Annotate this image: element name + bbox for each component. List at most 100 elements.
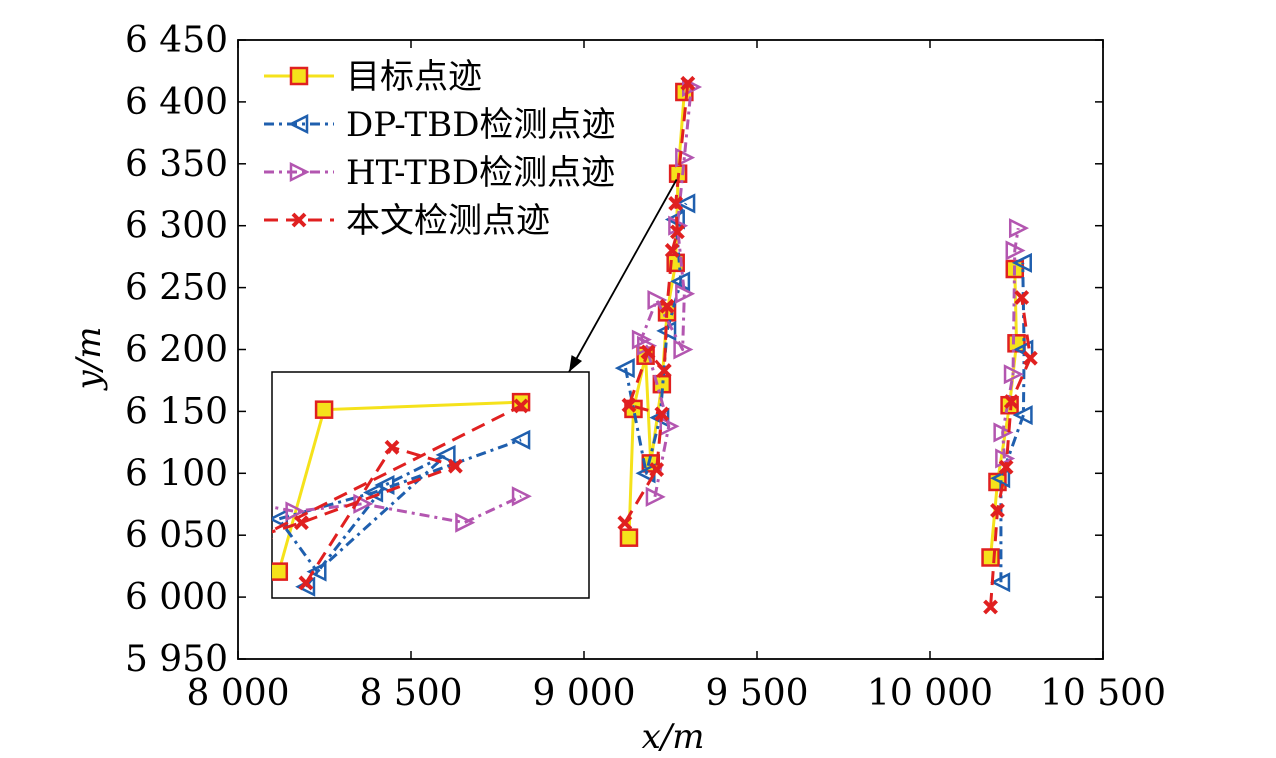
series-2-track-1 xyxy=(624,202,688,475)
data-layer xyxy=(614,75,1038,615)
series-4-point-1-1 xyxy=(617,515,633,531)
inset-series-1-point-3 xyxy=(314,400,334,419)
y-tick-label-1: 5 950 xyxy=(125,639,228,680)
series-3-point-2-2 xyxy=(993,422,1014,443)
y-tick-label-10: 6 400 xyxy=(125,82,228,123)
series-4-point-2-3 xyxy=(998,459,1014,475)
y-tick-label-6: 6 200 xyxy=(125,330,228,371)
series-4-point-1-3 xyxy=(654,406,670,422)
inset-zoom xyxy=(271,179,678,599)
x-tick-label-1: 8 000 xyxy=(186,673,289,714)
series-4-point-1-11 xyxy=(680,75,696,91)
y-tick-label-7: 6 250 xyxy=(125,268,228,309)
series-1-point-2-1 xyxy=(981,548,1000,567)
series-2-point-1-1 xyxy=(614,358,635,379)
zoom-arrow-line xyxy=(568,179,678,373)
series-3-track-1 xyxy=(639,86,693,498)
series-2-track-2 xyxy=(999,262,1026,583)
series-3-point-2-4 xyxy=(1005,240,1026,261)
inset-series-3-point-5 xyxy=(511,486,532,507)
inset-series-4-point-3 xyxy=(447,458,463,474)
y-tick-label-9: 6 350 xyxy=(125,144,228,185)
legend-entry-3: HT-TBD检测点迹 xyxy=(264,153,615,193)
inset-series-3-point-2 xyxy=(285,501,306,522)
x-tick-label-2: 8 500 xyxy=(359,673,462,714)
axes-layer: 8 000 8 500 9 000 9 500 10 000 10 500 5 950 6 0… xyxy=(125,20,1166,714)
series-3-point-2-3 xyxy=(1003,364,1024,385)
legend-label-1: 目标点迹 xyxy=(346,57,482,97)
series-4 xyxy=(617,75,1038,615)
inset-series-2-point-2 xyxy=(374,474,395,496)
series-4-point-1-5 xyxy=(640,344,656,360)
inset-series-4-point-4 xyxy=(294,515,309,531)
inset-series-4-point-6 xyxy=(513,398,529,414)
legend-label-2: DP-TBD检测点迹 xyxy=(346,105,615,145)
series-2-point-1-5 xyxy=(670,271,691,292)
series-4-point-2-6 xyxy=(1014,290,1030,305)
y-tick-label-3: 6 050 xyxy=(125,515,228,556)
inset-series-2-point-3 xyxy=(435,444,456,465)
y-axis-label: y/m xyxy=(69,327,109,392)
y-tick-label-4: 6 100 xyxy=(125,453,228,494)
series-4-point-2-5 xyxy=(1022,350,1038,366)
x-tick-label-5: 10 000 xyxy=(867,673,993,714)
zoom-arrow-head xyxy=(569,355,583,372)
legend-marker-3 xyxy=(289,161,310,183)
legend-entry-4: 本文检测点迹 xyxy=(264,201,550,241)
inset-series-4-point-1 xyxy=(298,575,314,591)
series-3-point-1-1 xyxy=(645,486,666,507)
inset-series-1-line xyxy=(272,400,522,575)
legend-entry-2: DP-TBD检测点迹 xyxy=(264,105,615,145)
y-tick-label-11: 6 450 xyxy=(125,20,228,61)
legend-marker-4 xyxy=(291,212,307,228)
series-4-point-1-9 xyxy=(670,224,685,240)
inset-series-2-point-4 xyxy=(306,561,327,582)
series-3-point-2-5 xyxy=(1008,218,1030,239)
inset-series-4-line xyxy=(272,404,522,584)
series-3-point-1-5 xyxy=(647,289,668,311)
series-4-point-2-2 xyxy=(990,503,1005,518)
inset-series-4-point-2 xyxy=(384,439,400,455)
inset-series-2-line xyxy=(276,438,522,588)
legend-marker-2 xyxy=(288,113,309,135)
series-2-point-2-1 xyxy=(990,572,1011,593)
inset-series-2 xyxy=(272,429,531,597)
inset-series-1-point-4 xyxy=(511,392,531,412)
legend-entry-1: 目标点迹 xyxy=(264,57,482,97)
series-2-point-2-3 xyxy=(1012,405,1033,426)
y-tick-label-8: 6 300 xyxy=(125,206,228,247)
legend-label-4: 本文检测点迹 xyxy=(346,201,550,241)
legend-marker-1 xyxy=(289,66,309,86)
series-1-point-1-1 xyxy=(619,528,639,547)
x-tick-label-4: 9 500 xyxy=(705,673,808,714)
series-4-point-1-6 xyxy=(656,363,672,378)
series-4-track-2 xyxy=(989,297,1032,608)
series-4-point-1-4 xyxy=(621,397,637,413)
inset-series-1 xyxy=(272,392,531,581)
inset-series-4-point-5 xyxy=(272,528,273,540)
series-3-point-1-7 xyxy=(675,283,696,304)
inset-series-3 xyxy=(272,486,532,533)
inset-series-4 xyxy=(272,398,529,591)
zoom-arrow xyxy=(568,179,678,373)
inset-series-2-point-7 xyxy=(510,429,531,450)
series-3-point-1-6 xyxy=(673,339,694,360)
series-2-point-2-5 xyxy=(1011,252,1032,273)
series-3-point-1-2 xyxy=(659,416,680,437)
x-tick-label-3: 9 000 xyxy=(532,673,635,714)
y-tick-label-2: 6 000 xyxy=(125,577,228,618)
series-4-point-1-8 xyxy=(664,243,680,258)
inset-series-3-point-4 xyxy=(455,512,476,533)
series-3-point-2-1 xyxy=(995,448,1016,469)
inset-series-1-point-2 xyxy=(272,562,289,581)
series-3-point-1-9 xyxy=(675,147,696,168)
series-4-point-1-10 xyxy=(668,196,684,211)
x-axis-label: x/m xyxy=(642,717,705,754)
x-tick-label-6: 10 500 xyxy=(1040,673,1166,714)
series-2-point-1-7 xyxy=(675,193,696,214)
series-4-point-2-4 xyxy=(1003,394,1019,409)
series-3-point-1-4 xyxy=(631,329,652,350)
y-tick-label-5: 6 150 xyxy=(125,391,228,432)
